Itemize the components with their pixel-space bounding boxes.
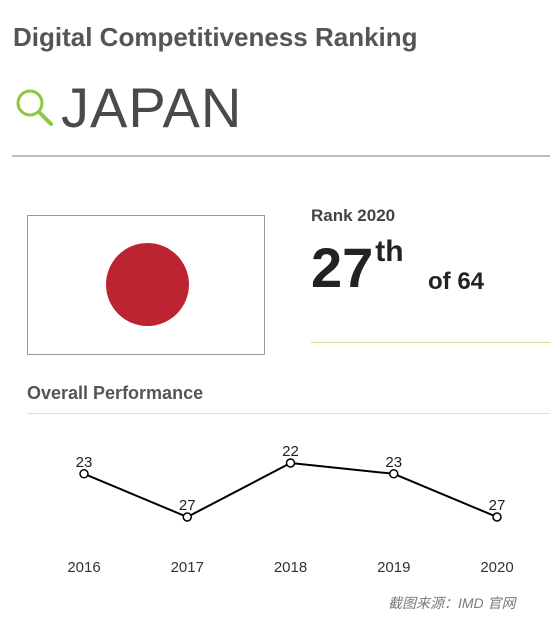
rank-value: 27th — [311, 237, 404, 296]
flag-disc — [106, 243, 189, 326]
data-label: 22 — [282, 443, 299, 460]
rank-label: Rank 2020 — [311, 206, 396, 225]
data-point — [79, 469, 89, 479]
section-divider — [27, 413, 550, 414]
x-tick-label: 2016 — [67, 559, 100, 576]
rank-number: 27 — [311, 236, 374, 299]
country-flag — [27, 215, 265, 355]
country-name: JAPAN — [61, 75, 243, 139]
section-title: Overall Performance — [27, 383, 204, 403]
rank-divider — [311, 342, 550, 343]
data-point — [285, 458, 296, 468]
search-icon[interactable] — [13, 86, 55, 128]
data-label: 27 — [489, 497, 506, 514]
source-caption: 截图来源：IMD 官网 — [388, 595, 516, 611]
x-tick-label: 2019 — [377, 559, 410, 576]
country-search[interactable]: JAPAN — [13, 74, 242, 140]
data-label: 23 — [76, 454, 93, 471]
data-point — [182, 512, 192, 522]
x-tick-label: 2017 — [171, 559, 204, 576]
x-tick-label: 2018 — [274, 559, 307, 576]
x-tick-label: 2020 — [480, 559, 513, 576]
rank-total: of 64 — [428, 268, 485, 295]
series-line-segment — [186, 462, 291, 518]
data-label: 23 — [385, 454, 402, 471]
series-line-segment — [290, 462, 394, 475]
data-point — [389, 469, 399, 479]
data-label: 27 — [179, 497, 196, 514]
series-line-segment — [393, 472, 498, 518]
page-title: Digital Competitiveness Ranking — [13, 22, 418, 52]
series-line-segment — [83, 472, 188, 518]
data-point — [492, 512, 502, 522]
header-divider — [12, 155, 550, 157]
rank-suffix: th — [375, 235, 404, 268]
